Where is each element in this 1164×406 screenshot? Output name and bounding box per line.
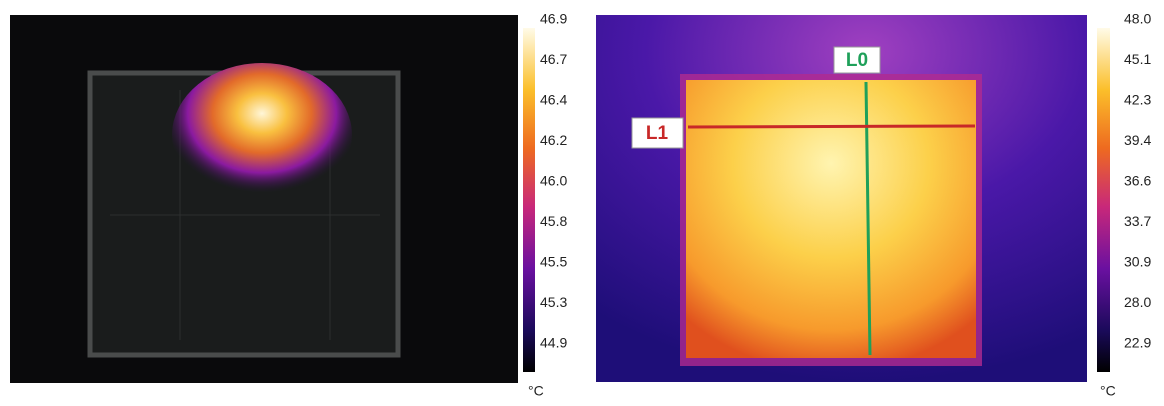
scale-label: 36.6 xyxy=(1124,173,1151,189)
scale-label: 45.5 xyxy=(540,254,567,270)
marker-label: L0 xyxy=(846,50,868,71)
scale-label: 44.9 xyxy=(540,335,567,351)
scale-label: 46.0 xyxy=(540,173,567,189)
unit-label: °C xyxy=(1100,383,1116,399)
scale-label: 22.9 xyxy=(1124,335,1151,351)
scale-label: 45.3 xyxy=(540,294,567,310)
scale-label: 39.4 xyxy=(1124,132,1151,148)
scale-label: 46.9 xyxy=(540,11,567,27)
marker-label: L1 xyxy=(646,123,669,144)
scale-label: 45.8 xyxy=(540,213,567,229)
scale-label: 28.0 xyxy=(1124,294,1151,310)
color-scale xyxy=(1097,28,1110,372)
scale-label: 30.9 xyxy=(1124,254,1151,270)
scale-label: 46.2 xyxy=(540,132,567,148)
right-image: L0 L1 xyxy=(596,15,1087,382)
scale-label: 42.3 xyxy=(1124,92,1151,108)
scale-label: 46.7 xyxy=(540,51,567,67)
scale-label: 48.0 xyxy=(1124,11,1151,27)
color-scale xyxy=(523,28,535,372)
scale-label: 46.4 xyxy=(540,92,567,108)
scale-label: 33.7 xyxy=(1124,213,1151,229)
figure: °C L0 L1 °C 46.9 46.7 46.4 46.2 46.0 45.8 45.5… xyxy=(0,0,1164,401)
scale-label: 45.1 xyxy=(1124,51,1151,67)
profile-line xyxy=(688,126,975,127)
unit-label: °C xyxy=(528,383,544,399)
left-image xyxy=(10,15,518,383)
